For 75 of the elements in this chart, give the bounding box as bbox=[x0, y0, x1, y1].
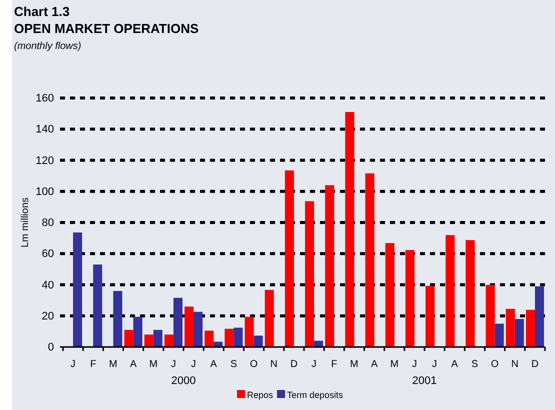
bar bbox=[224, 328, 234, 347]
x-tick-label: A bbox=[451, 359, 458, 370]
bar bbox=[345, 112, 354, 347]
x-tick-label: J bbox=[70, 359, 76, 370]
bar bbox=[214, 342, 223, 347]
bar bbox=[446, 235, 455, 347]
x-tick-label: O bbox=[490, 359, 499, 370]
y-tick-label: 100 bbox=[36, 186, 54, 198]
bar bbox=[234, 328, 243, 347]
y-tick-label: 120 bbox=[36, 154, 54, 167]
bar bbox=[204, 330, 214, 347]
x-tick-label: J bbox=[432, 359, 438, 370]
bar bbox=[494, 324, 504, 347]
bar bbox=[133, 316, 142, 347]
x-tick-label: O bbox=[250, 359, 258, 370]
bar bbox=[284, 170, 294, 347]
bar bbox=[526, 310, 535, 347]
bar bbox=[305, 201, 314, 347]
bar bbox=[113, 290, 122, 347]
bar bbox=[184, 306, 194, 347]
y-tick-label: 0 bbox=[48, 342, 54, 354]
y-tick-label: 40 bbox=[42, 279, 54, 292]
bar bbox=[466, 240, 475, 347]
bar bbox=[426, 286, 435, 347]
x-tick-label: D bbox=[531, 359, 539, 370]
x-tick-label: F bbox=[90, 359, 96, 370]
text: 2000 bbox=[171, 375, 196, 387]
y-tick-label: 60 bbox=[42, 248, 54, 260]
x-tick-label: A bbox=[370, 359, 378, 370]
bar bbox=[93, 264, 102, 347]
bar bbox=[124, 330, 134, 347]
y-tick-label: 140 bbox=[36, 124, 54, 136]
chart-subtitle: OPEN MARKET OPERATIONS bbox=[14, 21, 199, 36]
bar bbox=[153, 330, 162, 347]
x-tick-label: D bbox=[290, 359, 298, 370]
bar bbox=[514, 318, 524, 347]
y-tick-label: 20 bbox=[42, 310, 54, 322]
x-tick-label: F bbox=[331, 359, 338, 370]
x-tick-label: S bbox=[471, 359, 478, 370]
text: (monthly flows) bbox=[14, 41, 82, 52]
x-tick-label: M bbox=[109, 359, 118, 370]
x-tick-label: J bbox=[191, 359, 196, 370]
bar bbox=[73, 232, 82, 347]
bar bbox=[244, 316, 254, 347]
bar bbox=[164, 334, 174, 347]
x-tick-label: M bbox=[350, 359, 358, 370]
x-tick-label: M bbox=[149, 359, 158, 370]
x-tick-label: M bbox=[390, 359, 399, 370]
bar bbox=[144, 334, 154, 347]
bar bbox=[173, 298, 182, 347]
chart-title: Chart 1.3 bbox=[14, 4, 70, 19]
bar bbox=[194, 312, 203, 347]
legend-label: Repos bbox=[247, 390, 274, 400]
y-tick-label: 160 bbox=[36, 92, 54, 105]
bar bbox=[405, 250, 414, 347]
y-axis-title: Lm millions bbox=[20, 197, 31, 248]
y-tick-label: 80 bbox=[42, 217, 54, 230]
x-tick-label: A bbox=[210, 359, 218, 370]
text: 2001 bbox=[412, 375, 437, 387]
bar bbox=[365, 173, 374, 347]
bar bbox=[534, 286, 544, 347]
bar bbox=[385, 243, 394, 347]
bar bbox=[254, 336, 263, 347]
x-tick-label: A bbox=[130, 359, 137, 370]
x-tick-label: S bbox=[230, 359, 238, 370]
x-tick-label: N bbox=[270, 359, 278, 370]
x-tick-label: N bbox=[511, 359, 518, 370]
x-tick-label: J bbox=[412, 359, 417, 370]
x-tick-label: J bbox=[312, 359, 317, 370]
x-tick-label: J bbox=[170, 359, 176, 370]
legend-label: Term deposits bbox=[287, 390, 344, 400]
bar bbox=[325, 185, 334, 347]
bar bbox=[506, 308, 515, 347]
bar bbox=[486, 284, 495, 347]
bar bbox=[264, 290, 274, 347]
